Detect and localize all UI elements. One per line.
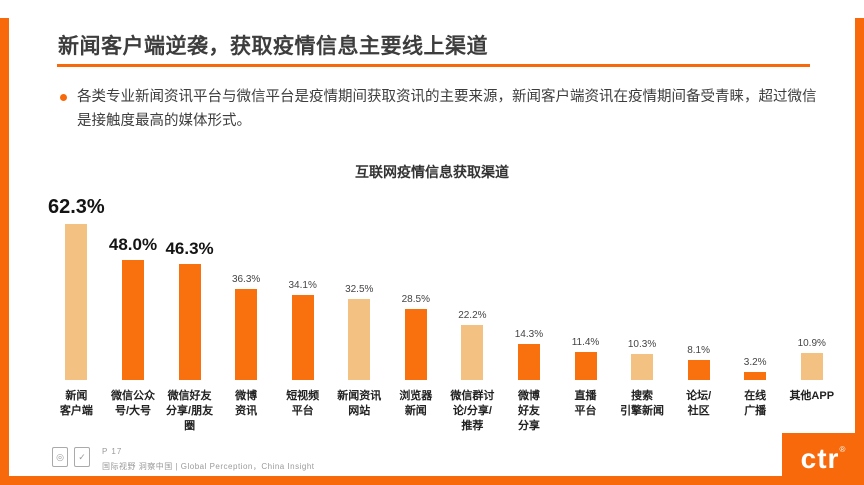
bar [121, 260, 144, 380]
frame-right-border [855, 18, 864, 485]
bar-column: 8.1% 论坛/ 社区 [670, 184, 727, 449]
bar [235, 289, 258, 380]
bar-column: 34.1% 短视频 平台 [274, 184, 331, 449]
bar-column: 11.4% 直播 平台 [557, 184, 614, 449]
certification-badge-1: ◎ [52, 447, 68, 467]
ctr-logo-text: ctr [800, 443, 840, 474]
bar-column: 32.5% 新闻资讯 网站 [331, 184, 388, 449]
bar-column: 62.3% 新闻 客户端 [48, 184, 105, 449]
bar-value-label: 3.2% [743, 357, 767, 368]
bar-column: 22.2% 微信群讨 论/分享/ 推荐 [444, 184, 501, 449]
bar-value-label: 8.1% [687, 344, 711, 356]
bar-category-label: 搜索 引擎新闻 [620, 390, 665, 417]
bar [461, 324, 484, 380]
footer-text: P 17 国际视野 洞察中国 | Global Perception，China… [102, 447, 315, 472]
bullet-icon [60, 94, 67, 101]
bar-category-label: 直播 平台 [574, 390, 597, 417]
bar-category-label: 新闻资讯 网站 [337, 390, 382, 417]
bar-value-label: 36.3% [231, 274, 261, 286]
page-title: 新闻客户端逆袭，获取疫情信息主要线上渠道 [58, 35, 488, 58]
bar-value-label: 11.4% [571, 336, 600, 348]
bar [574, 351, 597, 380]
page-number: P 17 [102, 447, 123, 456]
bar-category-label: 短视频 平台 [286, 390, 320, 417]
bar-category-label: 微博 好友 分享 [517, 390, 540, 432]
bar-category-label: 论坛/ 社区 [686, 390, 712, 417]
bar [404, 308, 427, 380]
bar [65, 224, 88, 380]
bar-value-label: 48.0% [108, 235, 158, 254]
bar-value-label: 62.3% [48, 196, 105, 219]
certification-badge-2: ✓ [74, 447, 90, 467]
bar-value-label: 28.5% [401, 293, 430, 305]
title-underline [57, 64, 810, 67]
bar-column: 36.3% 微博 资讯 [218, 184, 275, 449]
bar-column: 10.3% 搜索 引擎新闻 [614, 184, 671, 449]
bar-value-label: 32.5% [345, 283, 374, 295]
bar-value-label: 22.2% [458, 309, 487, 321]
bar-value-label: 10.9% [797, 337, 826, 349]
bar-category-label: 微信公众 号/大号 [111, 390, 155, 417]
footer: ◎ ✓ P 17 国际视野 洞察中国 | Global Perception，C… [52, 447, 315, 472]
frame-left-border [0, 18, 9, 485]
bar-column: 14.3% 微博 好友 分享 [501, 184, 558, 449]
channel-bar-chart: 62.3% 新闻 客户端 48.0% 微信公众 号/大号 46.3% 微信好友 分享/朋友… [48, 184, 840, 449]
bar [744, 372, 767, 380]
bar-column: 10.9% 其他APP [783, 184, 840, 449]
summary-bullet: 各类专业新闻资讯平台与微信平台是疫情期间获取资讯的主要来源，新闻客户端资讯在疫情… [60, 86, 818, 134]
bar [517, 344, 540, 380]
footer-tagline: 国际视野 洞察中国 | Global Perception，China Insi… [102, 462, 315, 471]
bar-category-label: 新闻 客户端 [59, 390, 93, 417]
bar-value-label: 10.3% [627, 339, 657, 351]
bar-category-label: 浏览器 新闻 [399, 390, 433, 417]
bar [178, 264, 201, 380]
bar-category-label: 在线 广播 [744, 390, 767, 417]
bar [800, 352, 823, 380]
frame-bottom-border [0, 476, 864, 485]
chart-title: 互联网疫情信息获取渠道 [355, 164, 509, 180]
bar-value-label: 34.1% [288, 279, 317, 291]
bar-category-label: 微博 资讯 [235, 390, 258, 417]
summary-text: 各类专业新闻资讯平台与微信平台是疫情期间获取资讯的主要来源，新闻客户端资讯在疫情… [77, 89, 817, 129]
registered-mark-icon: ® [839, 444, 846, 454]
bar-column: 46.3% 微信好友 分享/朋友 圈 [161, 184, 218, 449]
bar [631, 354, 654, 380]
bar [348, 298, 371, 380]
bar-value-label: 14.3% [514, 329, 544, 341]
bar-column: 48.0% 微信公众 号/大号 [105, 184, 162, 449]
ctr-logo: ctr ® [782, 433, 864, 485]
bar-category-label: 微信好友 分享/朋友 圈 [166, 390, 214, 432]
bar [687, 359, 710, 380]
bar [291, 294, 314, 380]
bar-category-label: 其他APP [789, 390, 835, 402]
bar-value-label: 46.3% [165, 239, 214, 259]
bar-column: 28.5% 浏览器 新闻 [388, 184, 445, 449]
bar-category-label: 微信群讨 论/分享/ 推荐 [450, 390, 495, 432]
bar-column: 3.2% 在线 广播 [727, 184, 784, 449]
